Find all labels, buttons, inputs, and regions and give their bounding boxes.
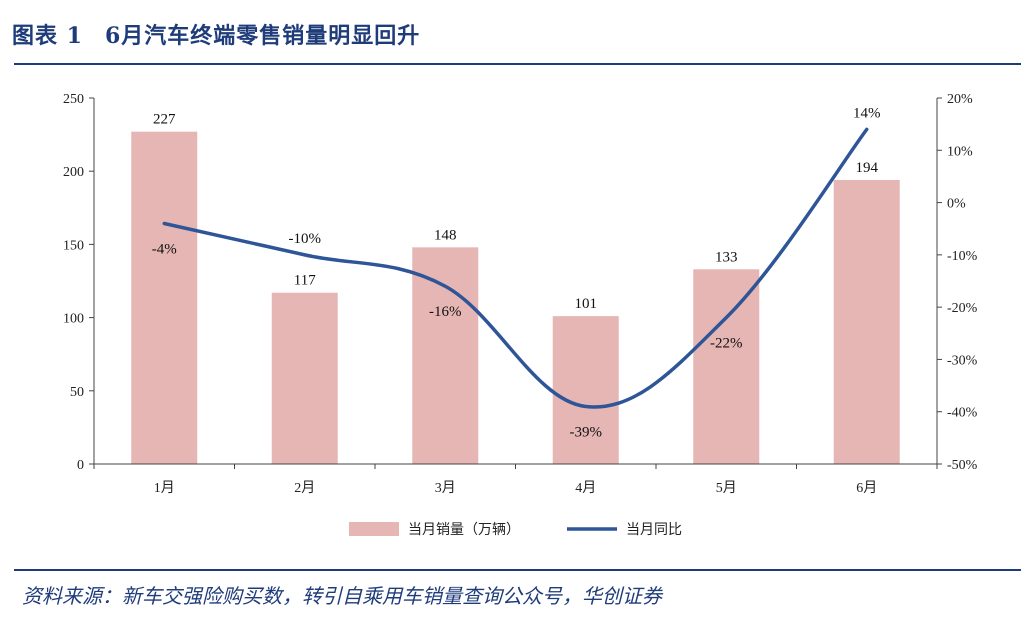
y-right-tick-label: -20% <box>947 301 978 316</box>
line-value-label: 14% <box>853 105 881 121</box>
x-tick-label: 2月 <box>294 480 315 496</box>
bar-value-label: 194 <box>856 160 879 176</box>
x-tick-label: 1月 <box>154 480 175 496</box>
y-right-tick-label: 0% <box>947 197 966 212</box>
bar-value-label: 117 <box>294 273 316 289</box>
y-right-tick-label: -10% <box>947 249 978 264</box>
source-divider <box>14 569 1021 571</box>
title-divider <box>14 63 1021 65</box>
y-left-tick-label: 150 <box>63 238 84 253</box>
legend-bar-label: 当月销量（万辆） <box>408 522 520 538</box>
source-note: 资料来源：新车交强险购买数，转引自乘用车销量查询公众号，华创证券 <box>22 584 662 608</box>
figure-title: 图表 1 6月汽车终端零售销量明显回升 <box>12 18 420 50</box>
bar-6 <box>833 179 900 464</box>
y-left-tick-label: 50 <box>70 385 84 400</box>
bar-value-label: 148 <box>434 227 457 243</box>
legend-bar-swatch <box>349 522 399 536</box>
y-right-tick-label: 10% <box>947 144 973 159</box>
y-right-tick-label: -30% <box>947 353 978 368</box>
y-left-tick-label: 250 <box>63 92 84 107</box>
bar-4 <box>552 316 619 464</box>
y-right-tick-label: -50% <box>947 458 978 473</box>
line-value-label: -10% <box>289 231 322 247</box>
legend-line-label: 当月同比 <box>626 522 682 538</box>
line-value-label: -16% <box>429 304 462 320</box>
figure-label: 图表 1 <box>12 23 83 49</box>
x-tick-label: 6月 <box>856 480 877 496</box>
y-left-tick-label: 0 <box>77 458 84 473</box>
bar-2 <box>271 292 338 464</box>
y-left-tick-label: 100 <box>63 312 84 327</box>
bar-value-label: 101 <box>575 296 598 312</box>
figure-title-text: 6月汽车终端零售销量明显回升 <box>104 23 421 49</box>
bar-value-label: 133 <box>715 249 738 265</box>
bar-5 <box>693 269 760 464</box>
line-value-label: -4% <box>152 241 177 257</box>
line-value-label: -39% <box>570 424 603 440</box>
line-value-label: -22% <box>710 336 743 352</box>
bar-1 <box>131 131 198 464</box>
bar-value-label: 227 <box>153 112 176 128</box>
bar-3 <box>412 247 479 464</box>
y-left-tick-label: 200 <box>63 165 84 180</box>
y-right-tick-label: 20% <box>947 92 973 107</box>
y-right-tick-label: -40% <box>947 406 978 421</box>
x-tick-label: 3月 <box>435 480 456 496</box>
x-tick-label: 5月 <box>716 480 737 496</box>
series-line-yoy <box>162 127 869 409</box>
x-tick-label: 4月 <box>575 480 596 496</box>
